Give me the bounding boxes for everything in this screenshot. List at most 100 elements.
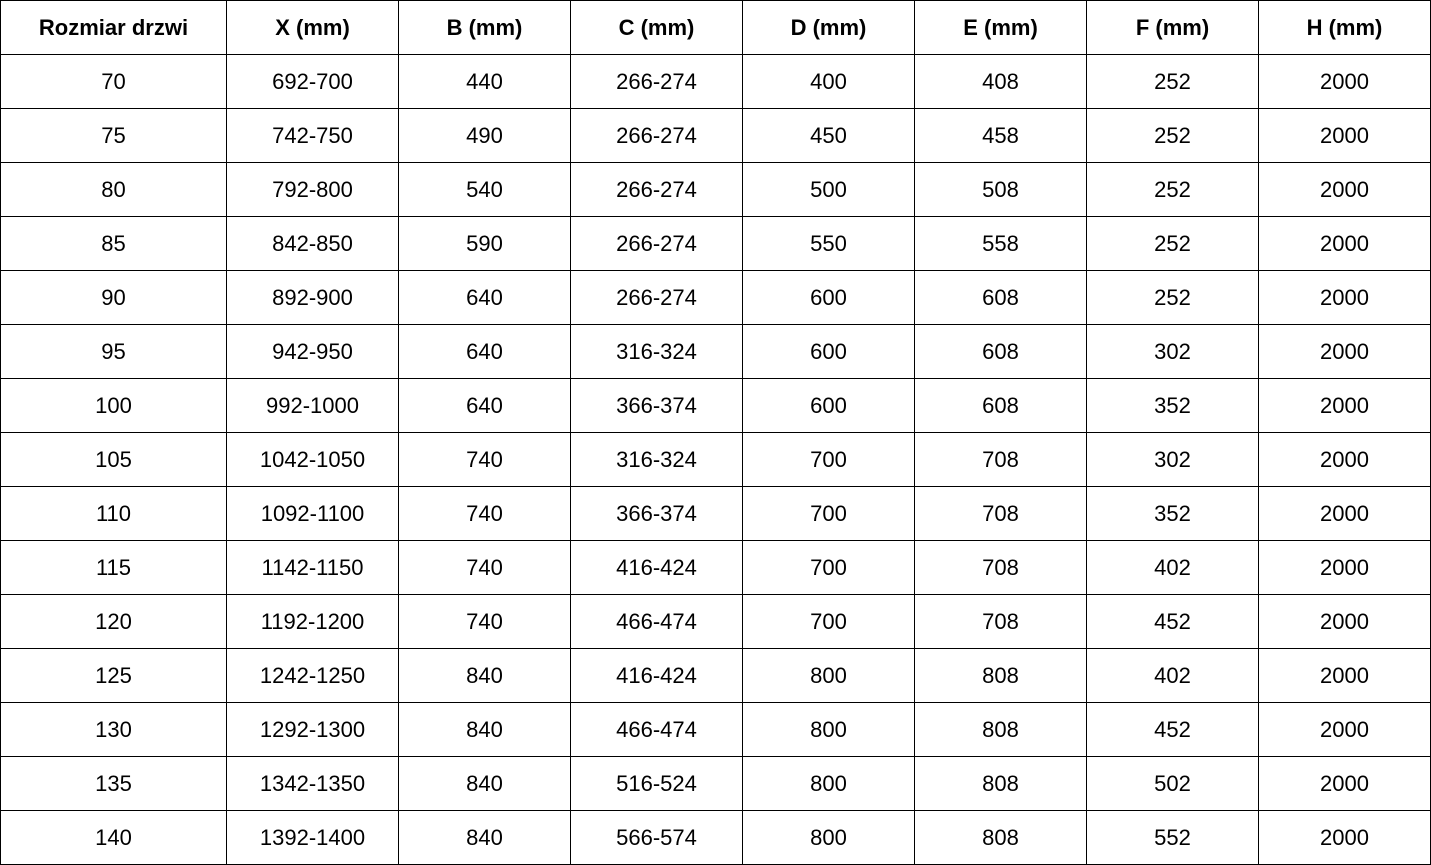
table-cell: 708 [914, 594, 1087, 649]
table-cell: 840 [398, 810, 571, 865]
table-cell: 1292-1300 [226, 702, 399, 757]
table-cell: 416-424 [570, 648, 743, 703]
table-cell: 800 [742, 702, 915, 757]
table-cell: 316-324 [570, 432, 743, 487]
table-cell: 2000 [1258, 594, 1431, 649]
table-row: 105 1042-1050 740 316-324 700 708 302 2000 [0, 432, 1431, 487]
column-header: H (mm) [1258, 0, 1431, 55]
table-cell: 840 [398, 702, 571, 757]
table-cell: 566-574 [570, 810, 743, 865]
table-cell: 640 [398, 378, 571, 433]
table-cell: 120 [0, 594, 227, 649]
table-cell: 2000 [1258, 756, 1431, 811]
table-cell: 458 [914, 108, 1087, 163]
table-row: 80 792-800 540 266-274 500 508 252 2000 [0, 162, 1431, 217]
table-cell: 1392-1400 [226, 810, 399, 865]
table-cell: 740 [398, 486, 571, 541]
table-cell: 892-900 [226, 270, 399, 325]
table-cell: 85 [0, 216, 227, 271]
table-cell: 115 [0, 540, 227, 595]
table-cell: 550 [742, 216, 915, 271]
table-cell: 252 [1086, 162, 1259, 217]
table-cell: 708 [914, 540, 1087, 595]
table-cell: 808 [914, 648, 1087, 703]
table-row: 75 742-750 490 266-274 450 458 252 2000 [0, 108, 1431, 163]
table-cell: 1142-1150 [226, 540, 399, 595]
table-cell: 1242-1250 [226, 648, 399, 703]
table-cell: 302 [1086, 432, 1259, 487]
table-cell: 105 [0, 432, 227, 487]
table-cell: 135 [0, 756, 227, 811]
table-cell: 266-274 [570, 216, 743, 271]
table-cell: 2000 [1258, 540, 1431, 595]
table-cell: 640 [398, 270, 571, 325]
table-cell: 808 [914, 756, 1087, 811]
table-cell: 452 [1086, 702, 1259, 757]
table-cell: 840 [398, 756, 571, 811]
table-cell: 1342-1350 [226, 756, 399, 811]
table-cell: 742-750 [226, 108, 399, 163]
table-cell: 600 [742, 270, 915, 325]
table-row: 70 692-700 440 266-274 400 408 252 2000 [0, 54, 1431, 109]
table-cell: 792-800 [226, 162, 399, 217]
table-cell: 252 [1086, 54, 1259, 109]
table-cell: 266-274 [570, 270, 743, 325]
column-header: E (mm) [914, 0, 1087, 55]
table-cell: 590 [398, 216, 571, 271]
column-header: B (mm) [398, 0, 571, 55]
table-cell: 80 [0, 162, 227, 217]
table-cell: 402 [1086, 540, 1259, 595]
table-cell: 808 [914, 810, 1087, 865]
table-cell: 942-950 [226, 324, 399, 379]
table-cell: 800 [742, 756, 915, 811]
table-cell: 2000 [1258, 324, 1431, 379]
table-cell: 740 [398, 432, 571, 487]
table-cell: 2000 [1258, 432, 1431, 487]
table-row: 125 1242-1250 840 416-424 800 808 402 2000 [0, 648, 1431, 703]
table-cell: 608 [914, 270, 1087, 325]
table-cell: 352 [1086, 378, 1259, 433]
column-header: Rozmiar drzwi [0, 0, 227, 55]
table-cell: 75 [0, 108, 227, 163]
table-cell: 252 [1086, 216, 1259, 271]
column-header: C (mm) [570, 0, 743, 55]
table-cell: 700 [742, 594, 915, 649]
table-cell: 516-524 [570, 756, 743, 811]
table-cell: 400 [742, 54, 915, 109]
table-cell: 490 [398, 108, 571, 163]
table-cell: 1192-1200 [226, 594, 399, 649]
table-cell: 2000 [1258, 216, 1431, 271]
column-header: F (mm) [1086, 0, 1259, 55]
table-cell: 600 [742, 378, 915, 433]
table-cell: 2000 [1258, 486, 1431, 541]
table-cell: 640 [398, 324, 571, 379]
table-cell: 408 [914, 54, 1087, 109]
table-cell: 130 [0, 702, 227, 757]
table-row: 110 1092-1100 740 366-374 700 708 352 2000 [0, 486, 1431, 541]
table-cell: 316-324 [570, 324, 743, 379]
table-cell: 992-1000 [226, 378, 399, 433]
table-cell: 800 [742, 810, 915, 865]
table-row: 115 1142-1150 740 416-424 700 708 402 2000 [0, 540, 1431, 595]
table-cell: 302 [1086, 324, 1259, 379]
table-row: 135 1342-1350 840 516-524 800 808 502 2000 [0, 756, 1431, 811]
table-cell: 800 [742, 648, 915, 703]
table-row: 85 842-850 590 266-274 550 558 252 2000 [0, 216, 1431, 271]
table-cell: 100 [0, 378, 227, 433]
table-cell: 808 [914, 702, 1087, 757]
table-cell: 608 [914, 324, 1087, 379]
table-cell: 552 [1086, 810, 1259, 865]
table-cell: 1042-1050 [226, 432, 399, 487]
table-cell: 402 [1086, 648, 1259, 703]
table-body: 70 692-700 440 266-274 400 408 252 2000 75 742-75… [0, 54, 1431, 865]
table-cell: 500 [742, 162, 915, 217]
table-cell: 2000 [1258, 378, 1431, 433]
table-cell: 266-274 [570, 108, 743, 163]
table-cell: 1092-1100 [226, 486, 399, 541]
table-cell: 366-374 [570, 486, 743, 541]
table-cell: 740 [398, 540, 571, 595]
table-cell: 540 [398, 162, 571, 217]
table-cell: 600 [742, 324, 915, 379]
table-cell: 508 [914, 162, 1087, 217]
table-cell: 502 [1086, 756, 1259, 811]
